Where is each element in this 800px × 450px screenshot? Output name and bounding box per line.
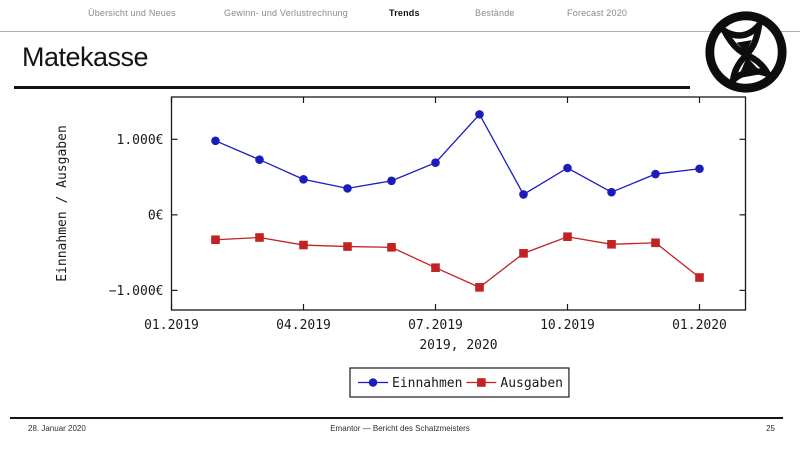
data-point-einnahmen — [563, 163, 572, 173]
legend-label: Einnahmen — [392, 376, 462, 391]
footer: 28. Januar 2020 Emantor — Bericht des Sc… — [0, 424, 800, 440]
y-tick-label: −1.000€ — [109, 284, 164, 299]
data-point-einnahmen — [651, 169, 660, 179]
data-point-ausgaben — [563, 232, 572, 242]
data-point-einnahmen — [475, 110, 484, 119]
data-point-einnahmen — [695, 164, 704, 174]
x-tick-label: 07.2019 — [408, 318, 463, 333]
footer-separator-line — [10, 417, 783, 419]
x-tick-label: 01.2020 — [672, 318, 727, 333]
nav-item-trends[interactable]: Trends — [389, 8, 420, 18]
series-ausgaben — [211, 232, 704, 292]
nav-separator-line — [0, 31, 800, 32]
legend-marker-square — [477, 378, 486, 387]
data-point-ausgaben — [387, 243, 396, 252]
legend-box — [349, 367, 570, 398]
x-tick-label: 10.2019 — [540, 318, 595, 333]
data-point-einnahmen — [431, 158, 440, 168]
x-tick-label: 04.2019 — [276, 318, 331, 333]
data-point-ausgaben — [255, 233, 264, 242]
x-tick-label: 01.2019 — [144, 318, 199, 333]
section-nav: Übersicht und Neues Gewinn- und Verlustr… — [0, 0, 800, 31]
legend-label: Ausgaben — [500, 376, 563, 391]
data-point-einnahmen — [607, 187, 616, 197]
hourglass-logo-icon — [705, 11, 787, 93]
data-point-ausgaben — [343, 242, 352, 251]
data-point-ausgaben — [651, 238, 660, 248]
data-point-ausgaben — [475, 283, 484, 292]
data-point-ausgaben — [431, 263, 440, 273]
data-point-einnahmen — [343, 184, 352, 193]
series-einnahmen — [211, 110, 704, 199]
footer-doc-title: Emantor — Bericht des Schatzmeisters — [330, 424, 470, 433]
data-point-einnahmen — [519, 190, 528, 199]
data-point-ausgaben — [299, 240, 308, 250]
data-point-ausgaben — [519, 249, 528, 258]
data-point-einnahmen — [255, 155, 264, 164]
data-point-einnahmen — [387, 176, 396, 186]
chart-legend: Einnahmen Ausgaben — [358, 376, 563, 391]
page-title: Matekasse — [22, 42, 149, 72]
data-point-ausgaben — [607, 239, 616, 249]
legend-marker-circle — [368, 378, 378, 387]
title-underline — [14, 86, 690, 89]
nav-item-bestaende[interactable]: Bestände — [475, 8, 515, 18]
x-axis-title: 2019, 2020 — [419, 338, 497, 353]
y-axis-title: Einnahmen / Ausgaben — [55, 125, 70, 282]
y-tick-label: 1.000€ — [117, 133, 164, 148]
chart-frame — [170, 96, 747, 311]
data-point-ausgaben — [695, 273, 704, 282]
y-tick-label: 0€ — [148, 208, 164, 223]
nav-item-forecast[interactable]: Forecast 2020 — [567, 8, 628, 18]
nav-item-uebersicht[interactable]: Übersicht und Neues — [88, 8, 176, 18]
data-point-einnahmen — [211, 136, 220, 146]
series-line — [215, 236, 700, 289]
data-point-einnahmen — [299, 175, 308, 184]
footer-date: 28. Januar 2020 — [28, 424, 86, 433]
series-line — [215, 113, 700, 196]
footer-page-number: 25 — [766, 424, 775, 433]
data-point-ausgaben — [211, 235, 220, 245]
nav-item-gewinn-verlust[interactable]: Gewinn- und Verlustrechnung — [224, 8, 348, 18]
